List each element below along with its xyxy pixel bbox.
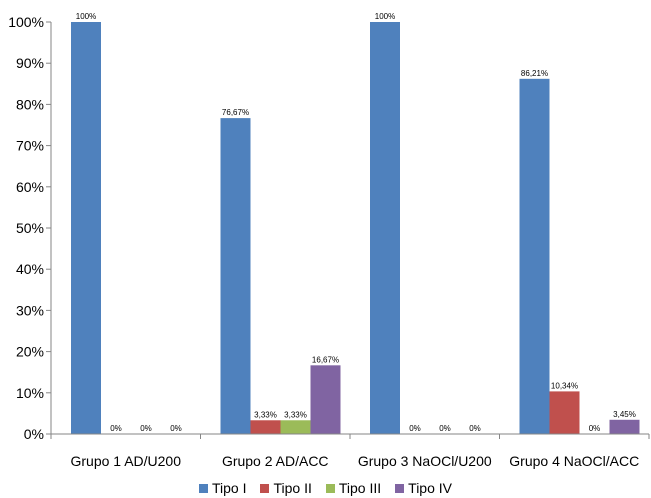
y-tick-label: 40% — [16, 261, 44, 277]
legend-swatch — [395, 483, 405, 493]
y-tick-label: 90% — [16, 55, 44, 71]
bar — [71, 22, 101, 434]
y-axis: 0% 10% 20% 30% 40% 50% 60% 70% 80% 90% 100% — [8, 14, 52, 442]
legend-label: Tipo I — [211, 480, 247, 496]
y-tick-label: 10% — [16, 385, 44, 401]
data-label: 76,67% — [222, 108, 249, 117]
x-tick-label: Grupo 4 NaOCl/ACC — [509, 453, 639, 469]
y-tick-label: 30% — [16, 302, 44, 318]
legend-swatch — [325, 483, 335, 493]
bar — [370, 22, 400, 434]
bars: 100% 76,67% 100% 86,21% 0% 3,33% 0% 10,34% 0% 3,3… — [71, 12, 640, 435]
bar — [220, 118, 251, 434]
legend-label: Tipo IV — [408, 480, 452, 496]
x-axis: Grupo 1 AD/U200 Grupo 2 AD/ACC Grupo 3 NaO… — [50, 433, 650, 469]
x-tick-label: Grupo 3 NaOCl/U200 — [358, 453, 492, 469]
y-tick-label: 80% — [16, 96, 44, 112]
data-label: 0% — [409, 424, 421, 433]
legend-label: Tipo III — [338, 480, 382, 496]
y-tick-label: 20% — [16, 344, 44, 360]
legend-item: Tipo II — [260, 480, 312, 496]
x-tick-label: Grupo 2 AD/ACC — [222, 453, 329, 469]
data-label: 0% — [469, 424, 481, 433]
data-label: 3,45% — [613, 410, 636, 419]
data-label: 0% — [439, 424, 451, 433]
x-tick-label: Grupo 1 AD/U200 — [70, 453, 181, 469]
bar-chart: 0% 10% 20% 30% 40% 50% 60% 70% 80% 90% 100% 100% 76… — [8, 12, 650, 469]
data-label: 3,33% — [284, 410, 307, 419]
data-label: 16,67% — [312, 355, 339, 364]
bar — [310, 365, 341, 434]
data-label: 0% — [589, 424, 601, 433]
data-label: 0% — [110, 424, 122, 433]
y-tick-label: 70% — [16, 138, 44, 154]
data-label: 3,33% — [254, 410, 277, 419]
data-label: 10,34% — [551, 381, 578, 390]
data-label: 100% — [76, 12, 96, 21]
legend-label: Tipo II — [273, 480, 312, 496]
y-tick-label: 100% — [8, 14, 44, 30]
y-tick-label: 60% — [16, 179, 44, 195]
bar — [280, 420, 311, 434]
legend-swatch — [198, 483, 208, 493]
legend: Tipo I Tipo II Tipo III Tipo IV — [0, 479, 651, 497]
legend-swatch — [260, 483, 270, 493]
bar — [250, 420, 281, 434]
bar — [549, 391, 580, 434]
data-label: 86,21% — [521, 69, 548, 78]
y-tick-label: 50% — [16, 220, 44, 236]
y-tick-label: 0% — [24, 426, 44, 442]
legend-item: Tipo IV — [395, 480, 452, 496]
bar — [519, 78, 550, 435]
data-label: 0% — [140, 424, 152, 433]
legend-item: Tipo I — [198, 480, 247, 496]
data-label: 0% — [170, 424, 182, 433]
legend-item: Tipo III — [325, 480, 382, 496]
bar — [609, 419, 640, 434]
data-label: 100% — [375, 12, 395, 21]
